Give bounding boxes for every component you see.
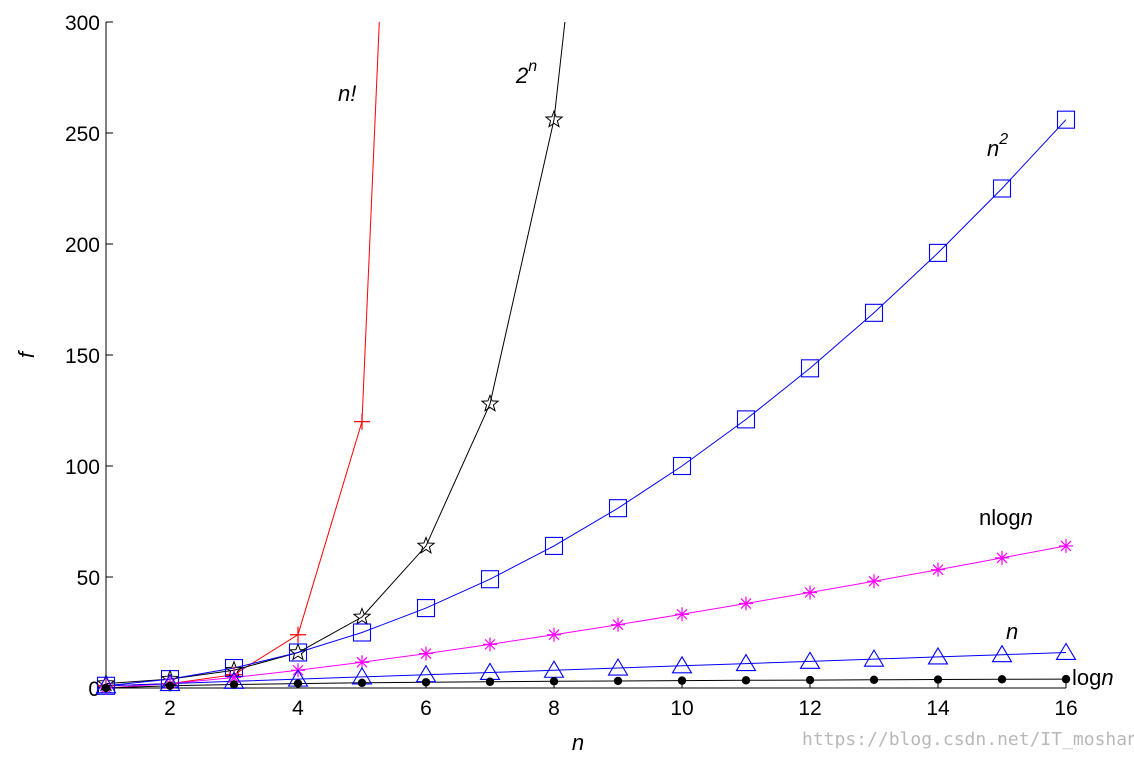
x-tick-label: 10 — [670, 697, 693, 720]
marker-logn — [613, 676, 623, 686]
y-tick-label: 300 — [65, 12, 100, 35]
x-axis-label: n — [572, 730, 584, 755]
series-line-logn — [105, 678, 1067, 689]
x-tick-label: 6 — [420, 697, 432, 720]
marker-logn — [165, 681, 175, 690]
marker-logn — [357, 678, 367, 688]
axes — [105, 22, 1066, 689]
marker-nlogn — [355, 655, 369, 670]
marker-n2 — [992, 179, 1012, 198]
marker-logn — [293, 679, 303, 688]
marker-nlogn — [675, 607, 689, 622]
marker-n2 — [288, 643, 308, 662]
series-line-nlogn — [105, 545, 1067, 689]
series-markers — [95, 109, 1077, 695]
label-n: n — [1006, 619, 1018, 644]
series-line-n — [105, 21, 380, 687]
series-line-2n — [105, 21, 566, 685]
y-tick-label: 50 — [77, 567, 100, 590]
y-axis-label: f — [14, 349, 39, 358]
x-tick-label: 14 — [926, 697, 950, 720]
marker-n2 — [608, 499, 628, 518]
marker-nlogn — [419, 646, 433, 661]
marker-nlogn — [227, 670, 241, 685]
label-n-squared: n2 — [987, 131, 1008, 161]
marker-n — [799, 651, 821, 669]
marker-nlogn — [995, 550, 1009, 565]
marker-logn — [229, 680, 239, 689]
marker-n2 — [736, 410, 756, 429]
marker-logn — [549, 677, 559, 686]
marker-n — [290, 626, 306, 643]
marker-n2 — [800, 359, 820, 378]
marker-n — [479, 662, 501, 681]
marker-logn — [421, 678, 431, 687]
marker-n — [1055, 642, 1077, 661]
marker-nlogn — [803, 585, 817, 600]
marker-logn — [677, 676, 687, 685]
marker-nlogn — [867, 574, 881, 589]
marker-logn — [485, 677, 495, 686]
x-tick-label: 2 — [164, 697, 176, 720]
x-tick-label: 4 — [292, 697, 304, 720]
marker-logn — [101, 683, 111, 693]
marker-nlogn — [931, 562, 945, 577]
marker-logn — [933, 675, 943, 684]
marker-nlogn — [611, 617, 625, 632]
y-tick-label: 150 — [65, 345, 100, 368]
x-ticks: 2 4 6 8 10 12 14 16 — [164, 681, 1078, 720]
marker-n — [159, 673, 181, 692]
y-tick-label: 100 — [65, 456, 100, 479]
marker-2n — [480, 393, 500, 412]
series-lines — [105, 21, 1067, 689]
label-n-factorial: n! — [338, 81, 356, 106]
marker-n — [671, 655, 693, 674]
marker-n — [991, 644, 1013, 663]
marker-logn — [869, 675, 879, 684]
marker-n — [927, 646, 949, 665]
marker-nlogn — [547, 627, 561, 642]
marker-nlogn — [1059, 538, 1073, 553]
marker-n — [607, 657, 629, 676]
marker-logn — [805, 675, 815, 685]
x-tick-label: 12 — [798, 697, 821, 720]
marker-2n — [544, 109, 564, 128]
marker-n2 — [352, 623, 372, 642]
x-tick-label: 8 — [548, 697, 560, 720]
marker-n2 — [544, 536, 564, 555]
marker-n2 — [672, 456, 692, 476]
series-line-n — [105, 652, 1067, 687]
marker-n — [863, 649, 885, 667]
marker-n2 — [1056, 110, 1076, 129]
y-tick-label: 250 — [65, 123, 100, 146]
marker-logn — [1061, 674, 1071, 684]
marker-nlogn — [483, 637, 497, 652]
marker-n — [543, 660, 565, 678]
marker-nlogn — [739, 596, 753, 611]
y-ticks: 0 50 100 150 200 250 300 — [65, 12, 113, 701]
marker-n — [354, 413, 370, 430]
y-tick-label: 200 — [65, 234, 100, 257]
series-line-n2 — [105, 119, 1067, 687]
watermark: https://blog.csdn.net/IT_moshang — [802, 729, 1134, 750]
marker-n — [95, 675, 117, 694]
marker-2n — [416, 535, 436, 554]
y-tick-label: 0 — [88, 678, 100, 701]
marker-logn — [741, 676, 751, 685]
marker-n2 — [928, 243, 948, 262]
marker-n2 — [480, 570, 500, 589]
marker-n2 — [864, 303, 884, 322]
label-logn: logn — [1072, 665, 1114, 690]
label-nlogn: nlogn — [979, 505, 1033, 530]
marker-n2 — [416, 599, 436, 618]
marker-2n — [288, 642, 308, 661]
label-2-pow-n: 2n — [515, 58, 537, 88]
marker-n — [735, 653, 757, 672]
marker-2n — [352, 607, 372, 625]
marker-logn — [997, 675, 1007, 684]
x-tick-label: 16 — [1054, 697, 1077, 720]
